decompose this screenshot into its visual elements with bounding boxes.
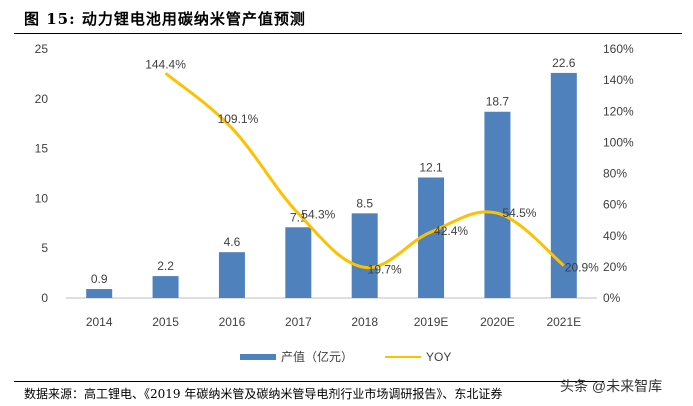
bar-data-label: 12.1 [419, 160, 443, 174]
x-tick-label: 2014 [86, 315, 113, 329]
legend-swatch-bar [240, 354, 276, 360]
right-tick-label: 40% [603, 229, 627, 243]
line-data-label: 144.4% [145, 57, 186, 71]
yoy-line [164, 72, 565, 269]
x-tick-label: 2016 [219, 315, 246, 329]
bar-data-label: 18.7 [486, 95, 510, 109]
left-tick-label: 20 [35, 92, 49, 106]
right-tick-label: 60% [603, 198, 627, 212]
left-tick-label: 5 [41, 241, 48, 255]
left-tick-label: 25 [35, 42, 49, 56]
source-divider [14, 381, 604, 382]
line-data-label: 20.9% [565, 260, 599, 274]
bar-data-label: 0.9 [91, 272, 108, 286]
line-data-label: 54.3% [301, 207, 335, 221]
bar-data-label: 4.6 [224, 235, 241, 249]
x-tick-label: 2020E [480, 315, 515, 329]
line-data-label: 19.7% [368, 262, 402, 276]
right-tick-label: 140% [603, 73, 634, 87]
x-tick-label: 2019E [414, 315, 449, 329]
bar [351, 213, 378, 298]
bar-data-label: 7.1 [290, 210, 307, 224]
left-tick-label: 0 [41, 291, 48, 305]
bar [218, 252, 245, 298]
bar [285, 227, 312, 298]
right-tick-label: 100% [603, 135, 634, 149]
watermark: 头条 @未来智库 [560, 378, 663, 394]
right-tick-label: 80% [603, 167, 627, 181]
line-data-label: 54.5% [502, 206, 536, 220]
x-tick-label: 2017 [285, 315, 312, 329]
bar-data-label: 8.5 [356, 196, 373, 210]
left-tick-label: 15 [35, 142, 49, 156]
bar-data-label: 22.6 [552, 56, 576, 70]
title-divider [14, 33, 682, 34]
legend-label-line: YOY [426, 350, 451, 364]
right-tick-label: 160% [603, 42, 634, 56]
bar [484, 111, 511, 298]
right-tick-label: 0% [603, 291, 621, 305]
bar [550, 72, 577, 299]
source-note: 数据来源：高工锂电、《2019 年碳纳米管及碳纳米管导电剂行业市场调研报告》、东… [24, 387, 503, 401]
line-data-label: 42.4% [434, 224, 468, 238]
line-data-label: 109.1% [218, 112, 259, 126]
bar [86, 289, 113, 298]
right-tick-label: 120% [603, 104, 634, 118]
right-tick-label: 20% [603, 260, 627, 274]
x-tick-label: 2021E [546, 315, 581, 329]
bar [152, 276, 179, 298]
bar-data-label: 2.2 [157, 259, 174, 273]
x-tick-label: 2018 [351, 315, 378, 329]
legend-label-bar: 产值（亿元） [281, 349, 353, 364]
left-tick-label: 10 [35, 191, 49, 205]
figure-title: 图 15: 动力锂电池用碳纳米管产值预测 [24, 10, 306, 28]
x-tick-label: 2015 [152, 315, 179, 329]
